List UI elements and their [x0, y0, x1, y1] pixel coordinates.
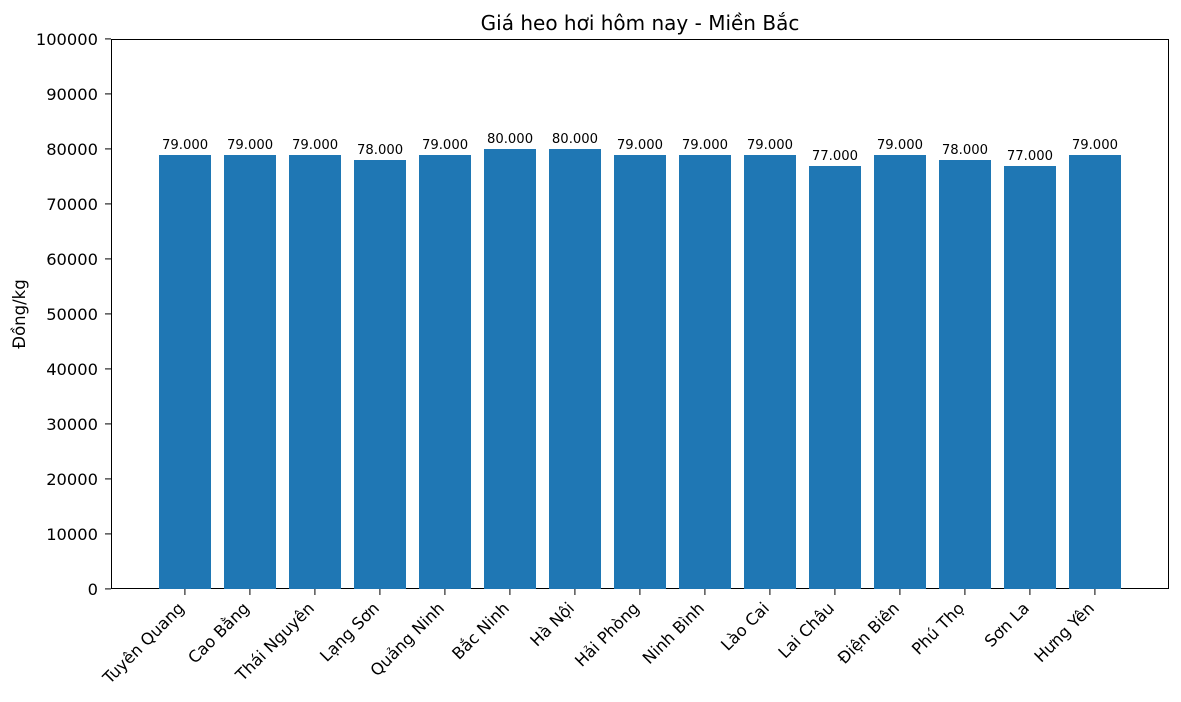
y-tick-mark: [105, 423, 111, 425]
y-tick-label: 30000: [46, 414, 98, 434]
bar-5: [484, 149, 536, 589]
y-tick-label: 40000: [46, 359, 98, 379]
bar-value-label: 79.000: [746, 137, 794, 153]
bar-8: [678, 154, 731, 589]
x-tick-mark: [1094, 589, 1096, 595]
bar-value-label: 79.000: [421, 137, 469, 153]
x-tick-mark: [444, 589, 446, 595]
x-tick-mark: [834, 589, 836, 595]
bar-12: [938, 160, 991, 589]
x-tick-mark: [769, 589, 771, 595]
bar-value-label: 79.000: [291, 137, 339, 153]
bar-value-label: 79.000: [226, 137, 274, 153]
bar-7: [614, 154, 666, 589]
x-tick-mark: [574, 589, 576, 595]
bar-value-label: 79.000: [1071, 137, 1118, 153]
x-tick-label: Hải Phòng: [571, 598, 644, 671]
bar-10: [808, 165, 861, 589]
x-tick-label: Phú Thọ: [907, 598, 968, 659]
y-tick-mark: [105, 203, 111, 205]
x-tick-label: Hưng Yên: [1030, 598, 1098, 667]
x-tick-mark: [1029, 589, 1031, 595]
x-tick-label: Lai Châu: [774, 598, 838, 663]
y-tick-mark: [105, 38, 111, 40]
bar-value-label: 79.000: [876, 137, 924, 153]
bar-value-label: 78.000: [941, 143, 989, 158]
x-tick-mark: [184, 589, 186, 595]
x-tick-label: Lạng Sơn: [316, 598, 384, 666]
x-tick-mark: [899, 589, 901, 595]
x-tick-label: Bắc Ninh: [448, 598, 514, 664]
bar-2: [289, 154, 342, 589]
x-tick-mark: [379, 589, 381, 595]
bar-value-label: 77.000: [811, 148, 859, 164]
y-tick-mark: [105, 93, 111, 95]
y-tick-label: 0: [87, 579, 98, 599]
y-tick-label: 100000: [35, 29, 98, 49]
x-tick-mark: [964, 589, 966, 595]
bar-value-label: 80.000: [551, 132, 599, 147]
x-tick-label: Tuyên Quang: [99, 598, 189, 688]
y-tick-mark: [105, 478, 111, 480]
y-tick-mark: [105, 258, 111, 260]
y-tick-label: 50000: [46, 304, 98, 324]
bar-4: [419, 154, 472, 589]
bar-3: [354, 160, 407, 589]
bar-value-label: 77.000: [1006, 148, 1053, 164]
y-tick-mark: [105, 313, 111, 315]
y-axis-label: Đồng/kg: [9, 279, 29, 349]
x-tick-label: Hà Nội: [526, 598, 579, 651]
x-tick-label: Cao Bằng: [184, 598, 254, 668]
bar-9: [743, 154, 796, 589]
x-tick-label: Ninh Bình: [638, 598, 709, 668]
x-tick-mark: [639, 589, 641, 595]
y-tick-label: 80000: [46, 139, 98, 159]
x-tick-label: Điện Biên: [833, 598, 903, 668]
y-tick-label: 60000: [46, 249, 98, 269]
bar-value-label: 80.000: [486, 132, 534, 147]
bar-value-label: 79.000: [616, 137, 664, 153]
x-tick-mark: [704, 589, 706, 595]
x-tick-mark: [509, 589, 511, 595]
bar-1: [224, 154, 277, 589]
bar-14: [1068, 154, 1121, 589]
y-tick-label: 10000: [46, 524, 98, 544]
x-tick-label: Lào Cai: [717, 598, 773, 655]
y-tick-mark: [105, 588, 111, 590]
y-tick-label: 70000: [46, 194, 98, 214]
x-tick-label: Sơn La: [980, 598, 1033, 651]
y-tick-label: 90000: [46, 84, 98, 104]
bar-0: [159, 154, 212, 589]
y-tick-mark: [105, 368, 111, 370]
bar-6: [549, 149, 601, 589]
bar-13: [1003, 165, 1056, 589]
y-tick-mark: [105, 533, 111, 535]
bar-11: [873, 154, 926, 589]
x-tick-mark: [314, 589, 316, 595]
x-tick-mark: [249, 589, 251, 595]
bar-value-label: 78.000: [356, 143, 404, 158]
chart-title: Giá heo hơi hôm nay - Miền Bắc: [480, 11, 800, 35]
y-tick-label: 20000: [46, 469, 98, 489]
bar-value-label: 79.000: [681, 137, 729, 153]
y-tick-mark: [105, 148, 111, 150]
bar-value-label: 79.000: [162, 137, 209, 153]
